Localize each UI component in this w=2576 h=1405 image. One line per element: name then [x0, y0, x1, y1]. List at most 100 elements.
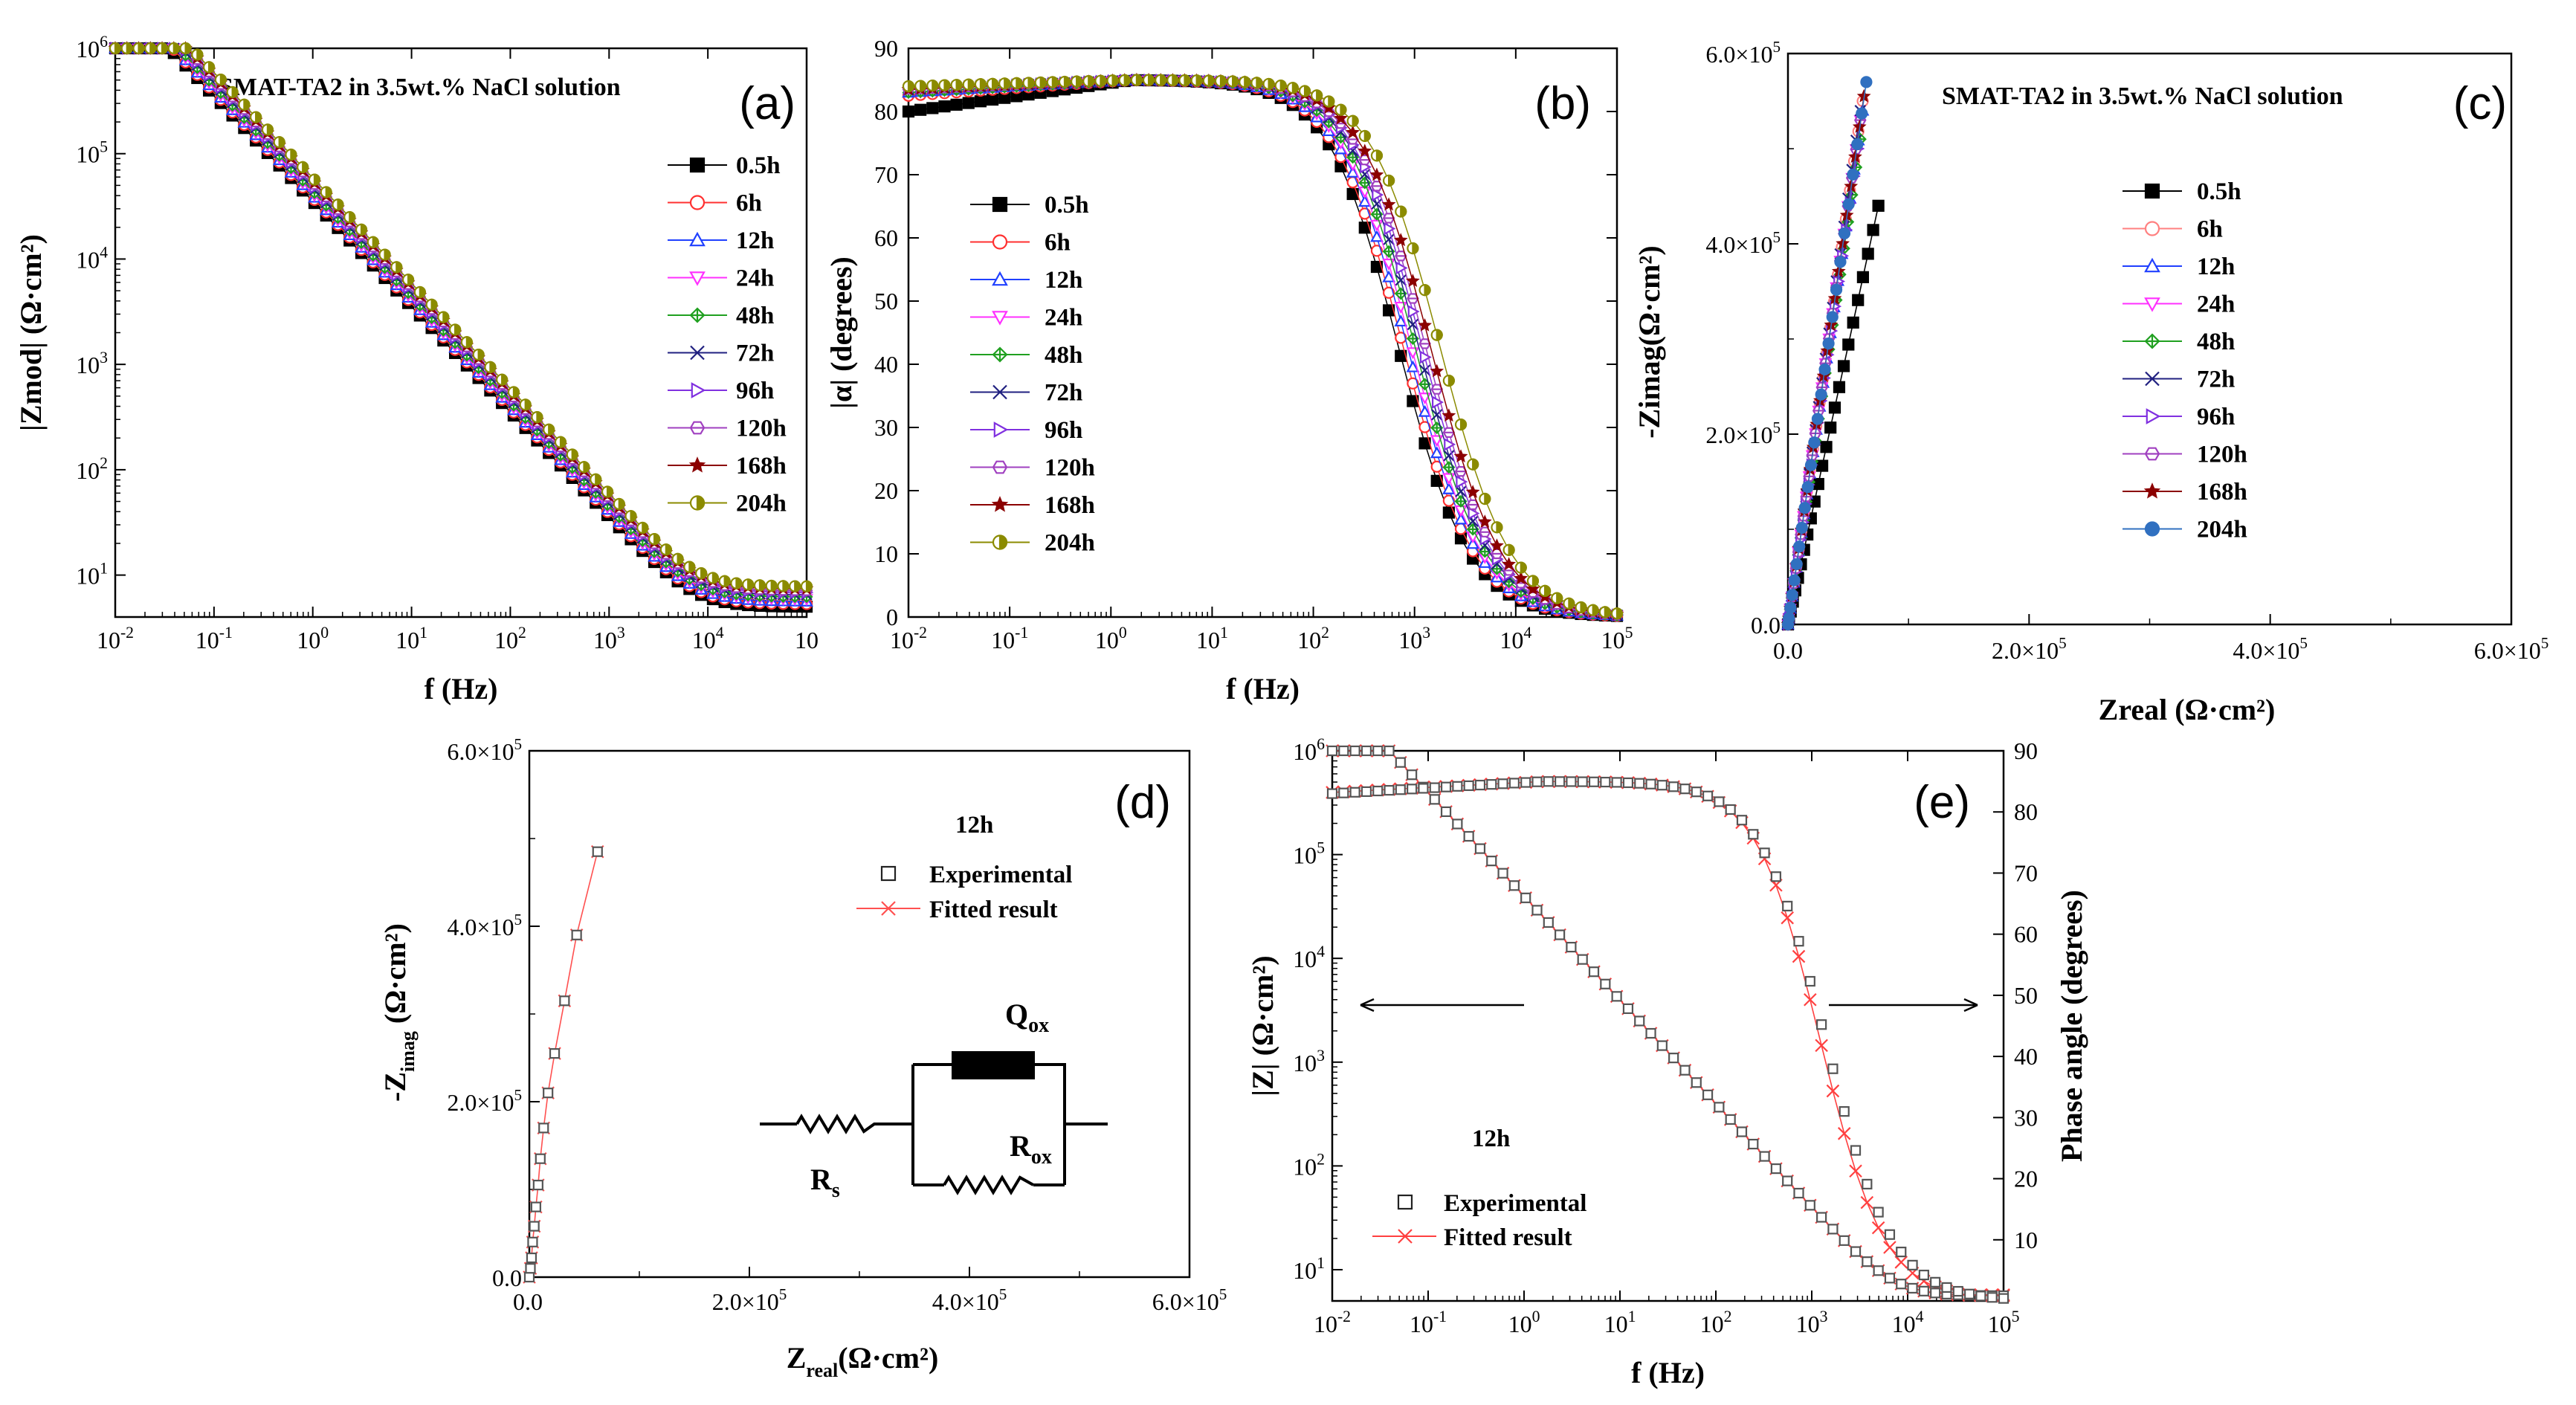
data-point: [1645, 1027, 1656, 1039]
data-point: [671, 552, 684, 565]
data-point: [742, 578, 755, 591]
data-point: [950, 79, 963, 91]
data-point: [1514, 571, 1529, 585]
data-point: [730, 577, 743, 590]
data-point: [531, 411, 543, 424]
data-point: [1418, 338, 1431, 349]
y-axis-label: |α| (degrees): [824, 256, 858, 409]
data-point: [1058, 75, 1071, 88]
data-point: [753, 579, 766, 592]
legend-marker: [689, 271, 706, 286]
data-point: [1952, 1285, 1963, 1297]
data-point: [1622, 777, 1634, 789]
data-point: [1930, 1288, 1941, 1299]
data-point: [1896, 1279, 1907, 1290]
legend-item: 24h: [2123, 291, 2235, 318]
series-0.5h: [109, 42, 813, 613]
data-point: [1454, 465, 1468, 477]
legend-item: 6h: [970, 230, 1071, 256]
legend-item: 72h: [970, 380, 1082, 407]
data-point: [1250, 77, 1263, 89]
data-point: [1349, 787, 1360, 798]
plot-frame: [528, 749, 1191, 1279]
y-tick-label: 70: [874, 161, 898, 188]
data-point: [1804, 993, 1817, 1007]
y-tick-label: 50: [874, 288, 898, 314]
legend-marker: [1397, 1194, 1413, 1210]
series-line: [908, 79, 1618, 616]
data-point: [1465, 485, 1480, 498]
data-point: [1474, 843, 1486, 854]
data-point: [529, 1221, 540, 1232]
data-point: [1418, 284, 1431, 297]
data-point: [1384, 222, 1396, 236]
data-point: [132, 42, 145, 55]
data-point: [1418, 783, 1429, 794]
data-point: [902, 105, 915, 118]
fit-line-modulus: [1332, 750, 2004, 1296]
data-point: [413, 285, 426, 299]
data-point: [1782, 1175, 1793, 1186]
data-point: [1407, 377, 1419, 390]
data-point: [1811, 413, 1824, 425]
data-point: [1474, 779, 1486, 791]
legend-label: 24h: [736, 265, 774, 292]
series-experimental: [523, 846, 603, 1283]
data-point: [1824, 422, 1837, 434]
panel-label: (b): [1534, 78, 1591, 129]
data-point: [926, 79, 939, 92]
legend-marker: [2144, 257, 2160, 273]
data-point: [1393, 233, 1408, 247]
arrow-left: [1360, 998, 1524, 1012]
data-point: [648, 533, 661, 546]
data-point: [1407, 242, 1419, 255]
data-point: [1430, 460, 1443, 473]
data-point: [1406, 274, 1420, 288]
data-point: [1610, 607, 1624, 620]
data-point: [1298, 85, 1311, 97]
data-point: [1847, 316, 1859, 329]
y-tick-label: 90: [874, 35, 898, 62]
data-point: [1178, 74, 1191, 87]
legend-label: 6h: [736, 190, 762, 217]
data-point: [1551, 592, 1563, 604]
data-point: [1418, 364, 1431, 376]
data-point: [1531, 776, 1543, 787]
arrow-right: [1829, 998, 1978, 1012]
data-point: [526, 1252, 538, 1264]
x-tick-label: 104: [1892, 1308, 1924, 1337]
y-axis-label: -Zimag (Ω·cm²): [378, 923, 419, 1102]
legend-marker: [881, 901, 896, 916]
data-point: [1963, 1288, 1975, 1299]
legend-item: Experimental: [1397, 1190, 1586, 1217]
y2-tick-label: 50: [2014, 982, 2038, 1009]
data-point: [1998, 1293, 2010, 1304]
legend-item: 204h: [668, 491, 787, 517]
data-point: [1430, 409, 1443, 421]
data-point: [1190, 74, 1203, 87]
y-tick-label: 10: [874, 540, 898, 567]
data-point: [1455, 485, 1467, 497]
data-point: [401, 274, 415, 286]
legend-item: 24h: [970, 305, 1082, 332]
data-point: [1736, 815, 1748, 826]
data-point: [1130, 74, 1143, 86]
data-point: [1812, 477, 1824, 491]
legend-item: 204h: [2123, 517, 2247, 543]
data-point: [1358, 222, 1371, 234]
panel-label: (c): [2453, 78, 2507, 129]
legend-item: 96h: [2123, 404, 2235, 430]
data-point: [1833, 381, 1846, 393]
data-point: [1526, 581, 1540, 595]
data-point: [1520, 777, 1531, 788]
data-point: [1508, 880, 1520, 891]
data-point: [1852, 294, 1865, 306]
data-point: [1798, 502, 1811, 514]
data-point: [1668, 781, 1679, 792]
data-point: [1360, 745, 1372, 757]
legend-label: 72h: [1045, 380, 1082, 407]
data-point: [109, 42, 122, 55]
panel-b: 10-2 10-1 100 101 102 103 104 105 0 10 20 30 40 50 60 7…: [824, 35, 1633, 705]
data-point: [1793, 936, 1804, 947]
data-point: [1486, 779, 1497, 790]
